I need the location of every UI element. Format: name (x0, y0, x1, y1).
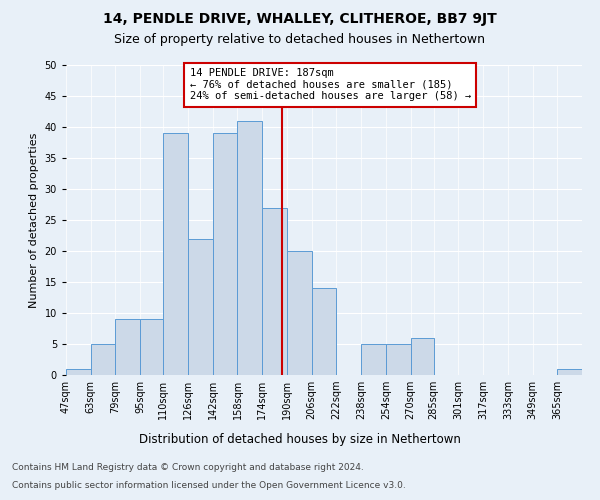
Bar (213, 133, 238, 375)
Bar (557, 369, 582, 375)
Bar (188, 238, 213, 375)
Bar (238, 121, 262, 375)
Bar (262, 208, 287, 375)
Bar (386, 344, 410, 375)
Text: 14 PENDLE DRIVE: 187sqm
← 76% of detached houses are smaller (185)
24% of semi-d: 14 PENDLE DRIVE: 187sqm ← 76% of detache… (190, 68, 471, 102)
Bar (410, 338, 434, 375)
Bar (91, 344, 115, 375)
Text: Distribution of detached houses by size in Nethertown: Distribution of detached houses by size … (139, 432, 461, 446)
Text: 14, PENDLE DRIVE, WHALLEY, CLITHEROE, BB7 9JT: 14, PENDLE DRIVE, WHALLEY, CLITHEROE, BB… (103, 12, 497, 26)
Text: Contains public sector information licensed under the Open Government Licence v3: Contains public sector information licen… (12, 481, 406, 490)
Y-axis label: Number of detached properties: Number of detached properties (29, 132, 39, 308)
Text: Size of property relative to detached houses in Nethertown: Size of property relative to detached ho… (115, 32, 485, 46)
Bar (140, 319, 163, 375)
Bar (163, 133, 188, 375)
Bar (287, 251, 311, 375)
Bar (115, 319, 140, 375)
Bar (361, 344, 386, 375)
Text: Contains HM Land Registry data © Crown copyright and database right 2024.: Contains HM Land Registry data © Crown c… (12, 464, 364, 472)
Bar (66, 369, 91, 375)
Bar (311, 288, 337, 375)
